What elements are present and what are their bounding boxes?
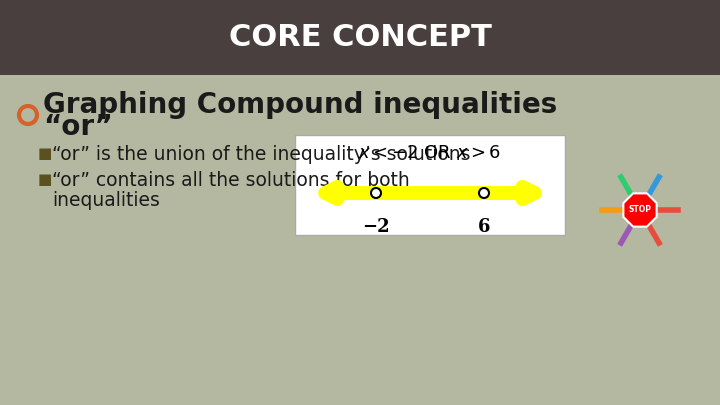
Text: “or”: “or” (43, 113, 113, 141)
Text: CORE CONCEPT: CORE CONCEPT (228, 23, 492, 52)
Text: STOP: STOP (629, 205, 652, 215)
Text: ■: ■ (38, 147, 53, 162)
FancyBboxPatch shape (295, 135, 565, 235)
Text: 6: 6 (478, 218, 490, 236)
Circle shape (479, 188, 489, 198)
Circle shape (371, 188, 381, 198)
Text: ■: ■ (38, 173, 53, 188)
Text: inequalities: inequalities (52, 190, 160, 209)
Text: “or” is the union of the inequality’s solutions: “or” is the union of the inequality’s so… (52, 145, 470, 164)
Text: Graphing Compound inequalities: Graphing Compound inequalities (43, 91, 557, 119)
Text: “or” contains all the solutions for both: “or” contains all the solutions for both (52, 171, 410, 190)
Text: −2: −2 (362, 218, 390, 236)
FancyBboxPatch shape (0, 0, 720, 75)
Text: $x < -2\ \mathrm{OR}\ x > 6$: $x < -2\ \mathrm{OR}\ x > 6$ (359, 144, 502, 162)
